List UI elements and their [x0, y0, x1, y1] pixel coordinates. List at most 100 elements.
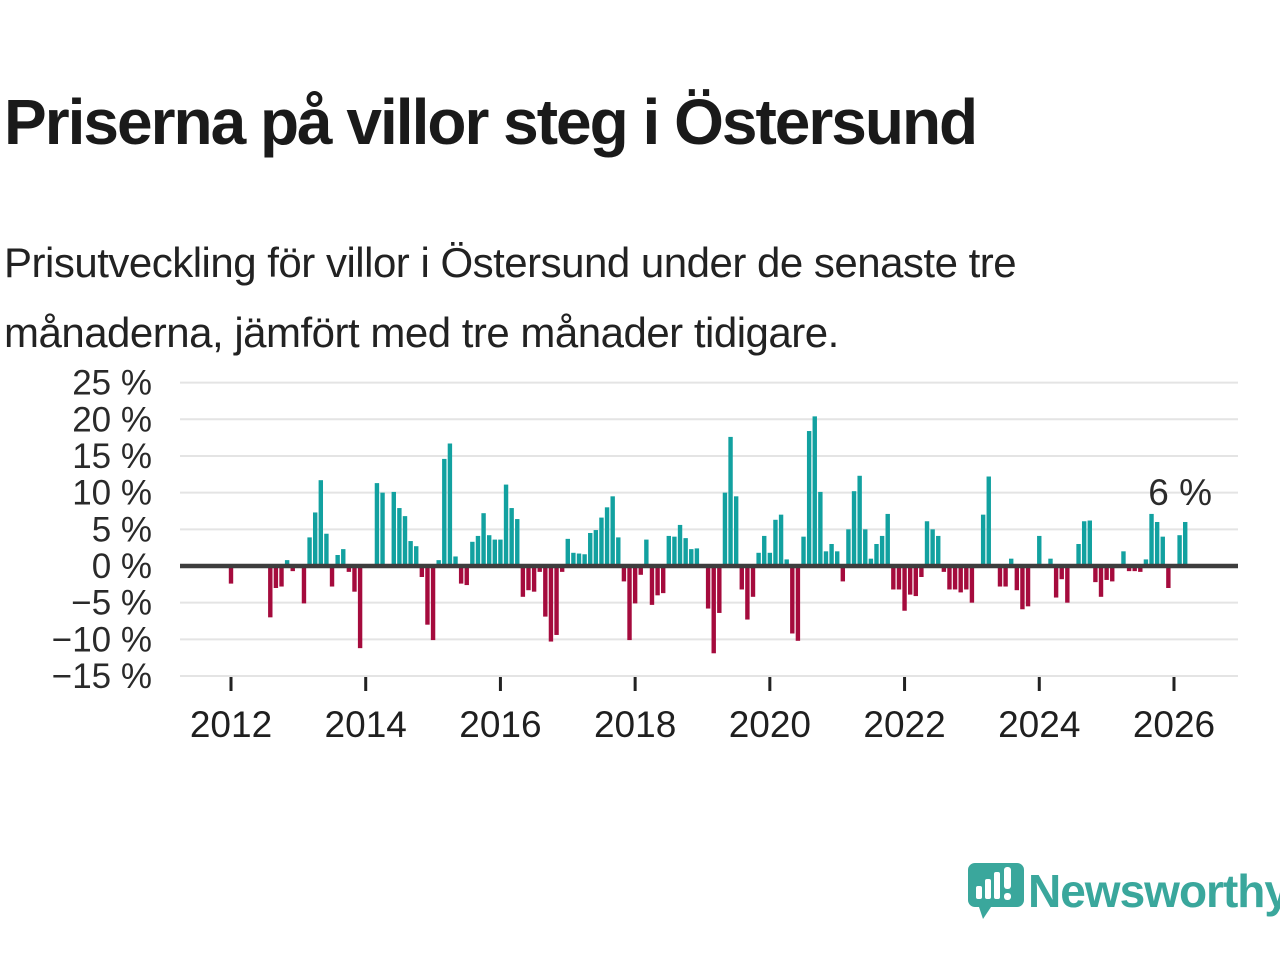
last-value-annotation: 6 % — [1148, 472, 1212, 513]
bar-2016-03 — [509, 508, 514, 566]
bar-2026-03 — [1183, 521, 1188, 566]
bar-2016-07 — [531, 566, 537, 592]
x-axis-label: 2024 — [998, 704, 1080, 745]
newsworthy-logo — [968, 863, 1024, 919]
bar-2018-03 — [644, 539, 649, 566]
bar-2020-11 — [823, 551, 829, 566]
bar-2016-11 — [554, 566, 559, 635]
bar-2013-05 — [318, 480, 324, 566]
bar-2016-12 — [559, 566, 565, 572]
bar-2014-09 — [408, 541, 413, 566]
bar-2024-09 — [1081, 521, 1087, 566]
bar-2015-04 — [447, 443, 453, 566]
y-axis-label: −10 % — [52, 620, 152, 659]
bar-2017-10 — [616, 537, 621, 566]
bar-2020-04 — [784, 559, 789, 566]
bar-2024-11 — [1093, 566, 1098, 583]
bar-2019-07 — [733, 496, 739, 566]
bar-2019-12 — [762, 535, 767, 566]
bar-2024-04 — [1053, 566, 1059, 598]
bar-2015-01 — [430, 566, 436, 641]
bar-2025-09 — [1149, 513, 1154, 566]
bar-2018-11 — [689, 549, 694, 566]
bar-2020-09 — [812, 416, 817, 566]
bar-2013-09 — [341, 549, 346, 566]
bar-2022-10 — [952, 566, 958, 590]
bar-2015-09 — [475, 535, 481, 566]
bar-2015-03 — [442, 458, 447, 566]
bar-2014-04 — [380, 492, 385, 566]
y-axis-label: 15 % — [72, 437, 152, 476]
logo-bar-medium — [985, 879, 991, 899]
bar-2021-10 — [885, 513, 890, 566]
bar-2025-08 — [1143, 559, 1149, 566]
bar-2020-05 — [790, 566, 795, 634]
logo-speech-bubble-icon — [968, 863, 1024, 919]
y-axis-label: 25 % — [72, 364, 152, 403]
bar-2023-03 — [980, 514, 986, 566]
y-axis-label: 10 % — [72, 474, 152, 513]
bar-2013-12 — [357, 566, 363, 649]
bar-2021-11 — [891, 566, 896, 590]
bar-2018-01 — [632, 566, 638, 604]
bar-2017-07 — [599, 517, 604, 566]
bar-2013-04 — [312, 512, 318, 566]
bar-2014-11 — [419, 566, 425, 578]
logo-bar-small — [976, 886, 982, 899]
bar-2020-12 — [829, 543, 834, 566]
bar-2022-09 — [947, 566, 952, 590]
bar-2022-08 — [941, 566, 947, 572]
bar-2017-11 — [621, 566, 627, 582]
x-axis-label: 2020 — [729, 704, 811, 745]
bar-2018-12 — [694, 548, 700, 566]
bar-2025-06 — [1132, 566, 1137, 572]
bar-2021-12 — [896, 566, 902, 590]
brand-name: Newsworthy — [1028, 865, 1280, 917]
bar-2022-04 — [919, 566, 924, 578]
bar-2012-10 — [279, 566, 284, 587]
bar-2015-12 — [492, 539, 498, 566]
bar-2021-05 — [857, 475, 862, 566]
bar-2016-06 — [526, 566, 531, 591]
logo-exclamation-stroke — [1004, 867, 1011, 889]
bar-2017-06 — [593, 530, 599, 566]
bar-2018-04 — [649, 566, 655, 605]
bar-2014-06 — [391, 491, 396, 566]
bar-2022-06 — [930, 529, 935, 566]
bar-2018-06 — [661, 566, 666, 594]
bar-2024-08 — [1076, 543, 1081, 566]
bar-2018-02 — [638, 566, 643, 575]
bar-2013-10 — [346, 566, 352, 572]
bar-2020-10 — [818, 491, 823, 566]
bar-2017-01 — [565, 538, 570, 566]
y-axis-label: 5 % — [92, 510, 152, 549]
bar-2019-04 — [717, 566, 722, 613]
bar-2021-01 — [835, 551, 840, 566]
bar-2024-01 — [1037, 535, 1042, 566]
y-axis-label: −5 % — [71, 584, 152, 623]
bar-2017-03 — [576, 553, 582, 566]
bar-2018-07 — [666, 535, 672, 566]
bar-2025-10 — [1154, 521, 1160, 566]
bar-2017-05 — [588, 532, 593, 566]
bar-2022-05 — [924, 521, 930, 566]
bar-2020-02 — [773, 519, 778, 566]
x-axis-label: 2012 — [190, 704, 272, 745]
bar-2012-08 — [268, 566, 273, 618]
bar-2024-10 — [1087, 520, 1092, 566]
bar-2021-09 — [879, 535, 885, 566]
bar-2019-02 — [705, 566, 711, 609]
y-axis-label: 0 % — [92, 547, 152, 586]
bar-2025-02 — [1110, 566, 1115, 582]
bar-2012-12 — [290, 566, 295, 572]
bar-2013-02 — [301, 566, 307, 604]
bar-2014-03 — [374, 483, 380, 566]
bar-2016-09 — [543, 566, 548, 617]
bar-2021-07 — [868, 558, 874, 566]
bar-2020-08 — [806, 431, 812, 566]
bar-2021-04 — [851, 491, 857, 566]
bar-2022-03 — [913, 566, 918, 597]
bar-2013-06 — [324, 533, 329, 566]
bar-2013-11 — [352, 566, 357, 592]
bar-2025-05 — [1126, 566, 1132, 572]
